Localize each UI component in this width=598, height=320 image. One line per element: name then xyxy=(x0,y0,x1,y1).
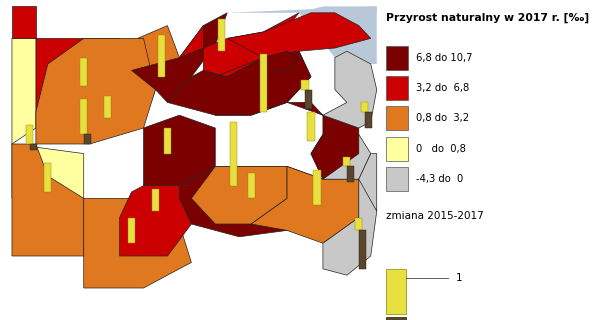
Text: Przyrost naturalny w 2017 r. [‰]: Przyrost naturalny w 2017 r. [‰] xyxy=(386,13,589,23)
Bar xyxy=(343,157,350,166)
Polygon shape xyxy=(263,51,299,70)
Polygon shape xyxy=(359,154,377,211)
Bar xyxy=(386,137,408,161)
Polygon shape xyxy=(227,13,371,58)
Bar xyxy=(307,112,315,141)
Bar xyxy=(386,46,408,70)
Text: -4,3 do  0: -4,3 do 0 xyxy=(416,174,463,184)
Text: 6,8 do 10,7: 6,8 do 10,7 xyxy=(416,52,472,63)
Polygon shape xyxy=(12,38,36,144)
Bar xyxy=(218,19,225,51)
Polygon shape xyxy=(251,166,359,243)
Bar xyxy=(361,102,368,112)
Bar xyxy=(260,54,267,112)
Bar xyxy=(26,125,33,144)
Bar xyxy=(301,80,309,90)
Bar xyxy=(158,35,165,77)
Polygon shape xyxy=(323,179,377,275)
Bar xyxy=(386,76,408,100)
Polygon shape xyxy=(36,38,132,112)
Bar xyxy=(128,218,135,243)
Polygon shape xyxy=(299,6,377,64)
Polygon shape xyxy=(323,51,377,128)
Bar xyxy=(84,134,91,144)
Polygon shape xyxy=(179,166,323,237)
Bar xyxy=(347,166,354,182)
Bar xyxy=(313,170,321,205)
Polygon shape xyxy=(144,115,215,186)
Polygon shape xyxy=(36,26,179,134)
Text: 3,2 do  6,8: 3,2 do 6,8 xyxy=(416,83,469,93)
Text: 1: 1 xyxy=(456,273,463,283)
Polygon shape xyxy=(287,102,359,179)
Bar xyxy=(365,112,372,128)
Bar xyxy=(44,163,51,192)
Bar xyxy=(355,218,362,230)
Bar xyxy=(386,167,408,191)
Polygon shape xyxy=(12,6,36,38)
Bar xyxy=(386,106,408,131)
Bar xyxy=(104,96,111,118)
Text: 0,8 do  3,2: 0,8 do 3,2 xyxy=(416,113,469,124)
Polygon shape xyxy=(12,144,84,256)
Polygon shape xyxy=(36,38,155,144)
Polygon shape xyxy=(227,6,377,13)
Polygon shape xyxy=(311,134,371,179)
Bar xyxy=(152,189,159,211)
Bar xyxy=(248,173,255,198)
Bar xyxy=(30,144,37,150)
Bar xyxy=(386,269,406,314)
Polygon shape xyxy=(12,144,84,198)
Polygon shape xyxy=(167,51,311,115)
Text: zmiana 2015-2017: zmiana 2015-2017 xyxy=(386,211,483,221)
Polygon shape xyxy=(191,166,287,224)
Bar xyxy=(305,90,312,109)
Polygon shape xyxy=(84,198,191,288)
Text: 0   do  0,8: 0 do 0,8 xyxy=(416,144,465,154)
Polygon shape xyxy=(179,13,299,77)
Bar xyxy=(164,128,171,154)
Polygon shape xyxy=(120,186,191,256)
Bar xyxy=(386,317,406,320)
Bar xyxy=(359,230,366,269)
Bar xyxy=(230,122,237,186)
Polygon shape xyxy=(132,13,227,102)
Polygon shape xyxy=(215,51,311,115)
Bar xyxy=(80,99,87,134)
Bar xyxy=(80,58,87,86)
